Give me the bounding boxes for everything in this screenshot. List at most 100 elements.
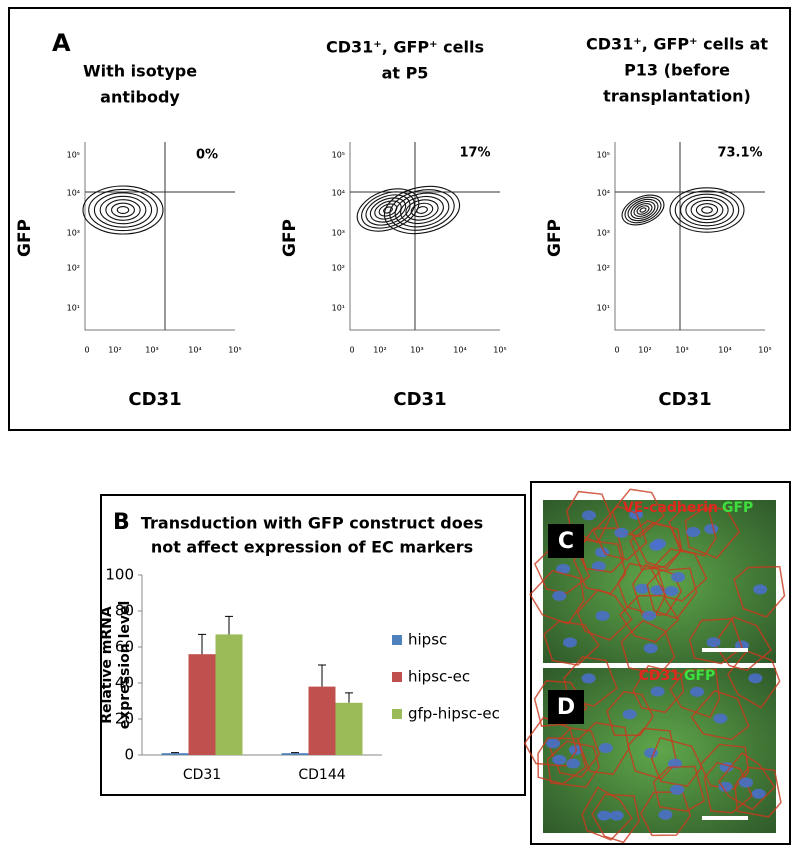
nucleus bbox=[713, 713, 728, 724]
x-tick-label: 10³ bbox=[410, 346, 423, 355]
plot-title: CD31⁺, GFP⁺ cells at bbox=[586, 35, 768, 54]
y-tick-label: 10⁵ bbox=[67, 151, 80, 160]
contour bbox=[621, 194, 665, 226]
contour bbox=[410, 202, 434, 218]
cell-border bbox=[620, 619, 676, 676]
error-bar bbox=[171, 752, 179, 754]
nucleus bbox=[622, 709, 637, 720]
y-tick-label: 10¹ bbox=[597, 304, 610, 313]
error-bar bbox=[198, 633, 206, 655]
panel-cd-frame bbox=[530, 481, 791, 845]
contour bbox=[624, 196, 662, 224]
nucleus bbox=[635, 583, 650, 594]
label-box bbox=[548, 524, 584, 558]
panel-label: A bbox=[52, 29, 71, 57]
y-tick-label: 10³ bbox=[332, 229, 345, 238]
x-tick-label: 0 bbox=[614, 346, 619, 355]
stain-label: CD31 bbox=[639, 668, 680, 684]
nucleus bbox=[597, 810, 612, 821]
contour bbox=[405, 199, 439, 221]
x-tick-label: 0 bbox=[349, 346, 354, 355]
contour bbox=[383, 185, 461, 235]
cell-border bbox=[629, 522, 683, 571]
nucleus bbox=[706, 637, 721, 648]
error-bar bbox=[318, 664, 326, 687]
plot-frame bbox=[614, 142, 765, 331]
contour bbox=[105, 199, 141, 221]
contour bbox=[674, 190, 740, 230]
nucleus bbox=[581, 673, 596, 684]
y-tick-label: 80 bbox=[115, 602, 134, 620]
x-tick-label: 10² bbox=[373, 346, 386, 355]
cell-border bbox=[581, 786, 633, 841]
cell-border bbox=[606, 690, 654, 736]
cell-border bbox=[523, 716, 578, 767]
error-bar bbox=[225, 615, 233, 635]
nucleus bbox=[668, 758, 683, 769]
y-tick-label: 20 bbox=[115, 710, 134, 728]
y-tick-label: 10⁵ bbox=[597, 151, 610, 160]
cell-border bbox=[630, 520, 683, 570]
nucleus bbox=[664, 586, 679, 597]
nucleus bbox=[591, 561, 606, 572]
cell-border bbox=[646, 567, 698, 620]
contour bbox=[374, 200, 402, 220]
contour bbox=[400, 195, 444, 225]
cell-border bbox=[592, 505, 648, 561]
legend-label: gfp-hipsc-ec bbox=[408, 705, 500, 723]
cell-border bbox=[549, 727, 601, 778]
plot-title: transplantation) bbox=[603, 87, 751, 106]
plot-frame bbox=[84, 142, 235, 331]
nucleus bbox=[614, 527, 629, 538]
stain-label: VE-cadherin bbox=[623, 500, 718, 516]
cell-border bbox=[529, 569, 585, 625]
cell-border bbox=[652, 765, 705, 812]
x-tick-label: 10⁴ bbox=[453, 346, 466, 355]
contour bbox=[383, 206, 393, 214]
x-tick-label: CD31 bbox=[183, 767, 221, 783]
panel-label: D bbox=[557, 695, 575, 720]
legend-swatch bbox=[392, 635, 402, 645]
nucleus bbox=[643, 643, 658, 654]
percent-label: 0% bbox=[196, 148, 218, 163]
y-tick-label: 60 bbox=[115, 638, 134, 656]
nucleus bbox=[658, 809, 673, 820]
bar bbox=[281, 753, 309, 755]
cell-border bbox=[727, 650, 781, 709]
legend-label: hipsc bbox=[408, 631, 447, 649]
y-tick-label: 10¹ bbox=[67, 304, 80, 313]
error-bar bbox=[345, 692, 353, 703]
x-tick-label: 10² bbox=[108, 346, 121, 355]
contour bbox=[416, 206, 428, 214]
panel-label: C bbox=[558, 529, 574, 554]
y-tick-label: 10⁴ bbox=[332, 189, 345, 198]
nucleus bbox=[739, 777, 754, 788]
x-tick-label: 10³ bbox=[675, 346, 688, 355]
y-tick-label: 0 bbox=[124, 746, 134, 764]
cell-border bbox=[576, 588, 633, 641]
bar bbox=[215, 634, 243, 755]
x-axis-label: CD31 bbox=[128, 389, 181, 410]
contour bbox=[636, 205, 650, 215]
contour bbox=[701, 206, 713, 214]
y-tick-label: 10⁴ bbox=[597, 189, 610, 198]
contour bbox=[690, 199, 724, 221]
cell-border bbox=[703, 761, 753, 814]
x-tick-label: 10⁵ bbox=[758, 346, 771, 355]
y-tick-label: 10¹ bbox=[332, 304, 345, 313]
percent-label: 73.1% bbox=[717, 146, 762, 161]
nucleus bbox=[595, 610, 610, 621]
legend-swatch bbox=[392, 672, 402, 682]
nucleus bbox=[552, 590, 567, 601]
contour bbox=[680, 193, 734, 227]
x-tick-label: CD144 bbox=[298, 767, 345, 783]
contour bbox=[111, 202, 135, 218]
cell-border bbox=[566, 490, 612, 544]
stain-label: GFP bbox=[684, 668, 715, 684]
contour bbox=[630, 200, 656, 220]
y-tick-label: 10³ bbox=[597, 229, 610, 238]
y-tick-label: 10² bbox=[67, 264, 80, 273]
plot-title: P13 (before bbox=[624, 61, 730, 80]
cell-border bbox=[718, 751, 776, 811]
